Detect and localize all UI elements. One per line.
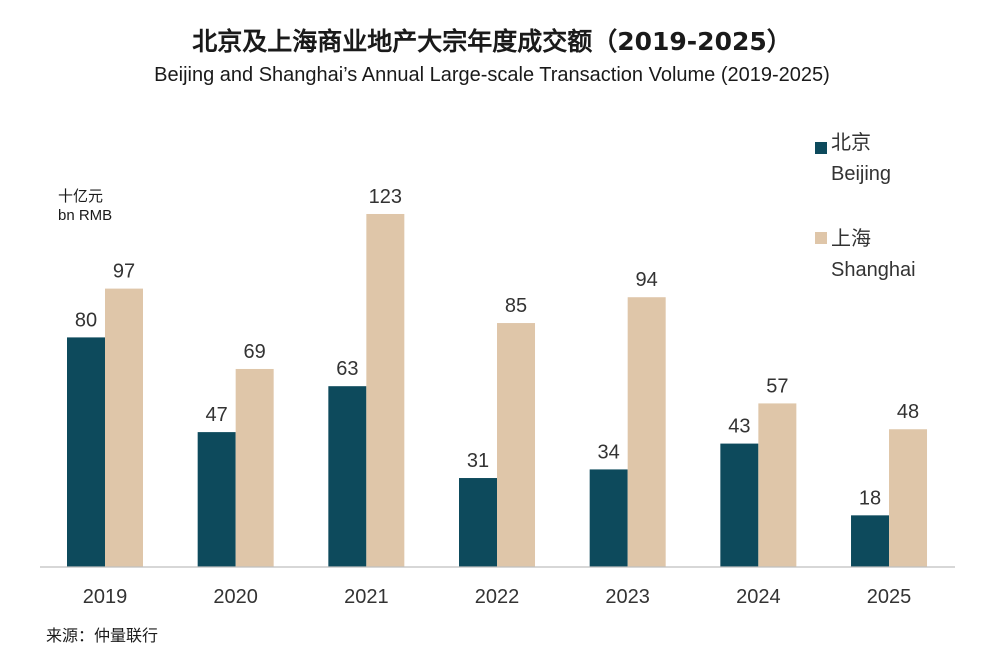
value-label-beijing-2025: 18 xyxy=(859,487,881,509)
bar-shanghai-2019 xyxy=(105,288,143,567)
bar-beijing-2022 xyxy=(459,478,498,567)
x-tick-label-2025: 2025 xyxy=(867,586,912,608)
y-axis-unit-cn: 十亿元 xyxy=(58,187,104,205)
value-label-shanghai-2022: 85 xyxy=(505,295,527,317)
legend-label-shanghai-en: Shanghai xyxy=(831,259,916,281)
y-axis-unit: 十亿元 bn RMB xyxy=(58,186,112,226)
x-tick-label-2019: 2019 xyxy=(83,586,128,608)
value-label-shanghai-2023: 94 xyxy=(636,269,658,291)
value-label-beijing-2022: 31 xyxy=(467,450,489,472)
legend-label-beijing: 北京 Beijing xyxy=(831,126,891,190)
x-tick-label-2024: 2024 xyxy=(736,586,781,608)
bar-shanghai-2022 xyxy=(497,323,536,567)
bar-beijing-2021 xyxy=(328,386,367,567)
x-tick-label-2022: 2022 xyxy=(475,586,520,608)
x-tick-label-2020: 2020 xyxy=(213,586,258,608)
bar-beijing-2019 xyxy=(67,337,105,567)
source-note: 来源：仲量联行 xyxy=(46,626,159,645)
value-label-shanghai-2024: 57 xyxy=(766,375,788,397)
chart-title: 北京及上海商业地产大宗年度成交额（2019-2025） xyxy=(192,27,792,56)
bar-shanghai-2020 xyxy=(235,368,274,567)
value-label-shanghai-2020: 69 xyxy=(244,341,266,363)
value-label-shanghai-2025: 48 xyxy=(897,401,919,423)
legend-swatch-shanghai xyxy=(815,232,827,244)
value-label-shanghai-2021: 123 xyxy=(369,186,402,208)
bar-shanghai-2025 xyxy=(889,429,928,567)
bar-shanghai-2021 xyxy=(366,213,405,568)
bar-beijing-2020 xyxy=(197,432,236,567)
legend-label-shanghai: 上海 Shanghai xyxy=(831,222,916,286)
value-label-beijing-2024: 43 xyxy=(728,416,750,438)
value-label-beijing-2023: 34 xyxy=(598,441,620,463)
value-label-beijing-2021: 63 xyxy=(336,358,358,380)
y-axis-unit-en: bn RMB xyxy=(58,207,113,224)
legend-label-shanghai-cn: 上海 xyxy=(831,226,871,250)
bar-beijing-2024 xyxy=(720,443,759,567)
value-label-beijing-2020: 47 xyxy=(206,404,228,426)
bar-shanghai-2023 xyxy=(627,297,666,567)
legend-label-beijing-en: Beijing xyxy=(831,163,892,185)
legend-swatch-beijing xyxy=(815,142,827,154)
bar-shanghai-2024 xyxy=(758,403,797,567)
value-label-beijing-2019: 80 xyxy=(75,309,97,331)
legend-label-beijing-cn: 北京 xyxy=(831,130,871,154)
value-label-shanghai-2019: 97 xyxy=(113,261,135,283)
bar-beijing-2025 xyxy=(851,515,890,567)
chart-subtitle: Beijing and Shanghai’s Annual Large-scal… xyxy=(154,64,830,86)
bar-beijing-2023 xyxy=(589,469,628,567)
x-tick-label-2023: 2023 xyxy=(605,586,650,608)
x-tick-label-2021: 2021 xyxy=(344,586,389,608)
